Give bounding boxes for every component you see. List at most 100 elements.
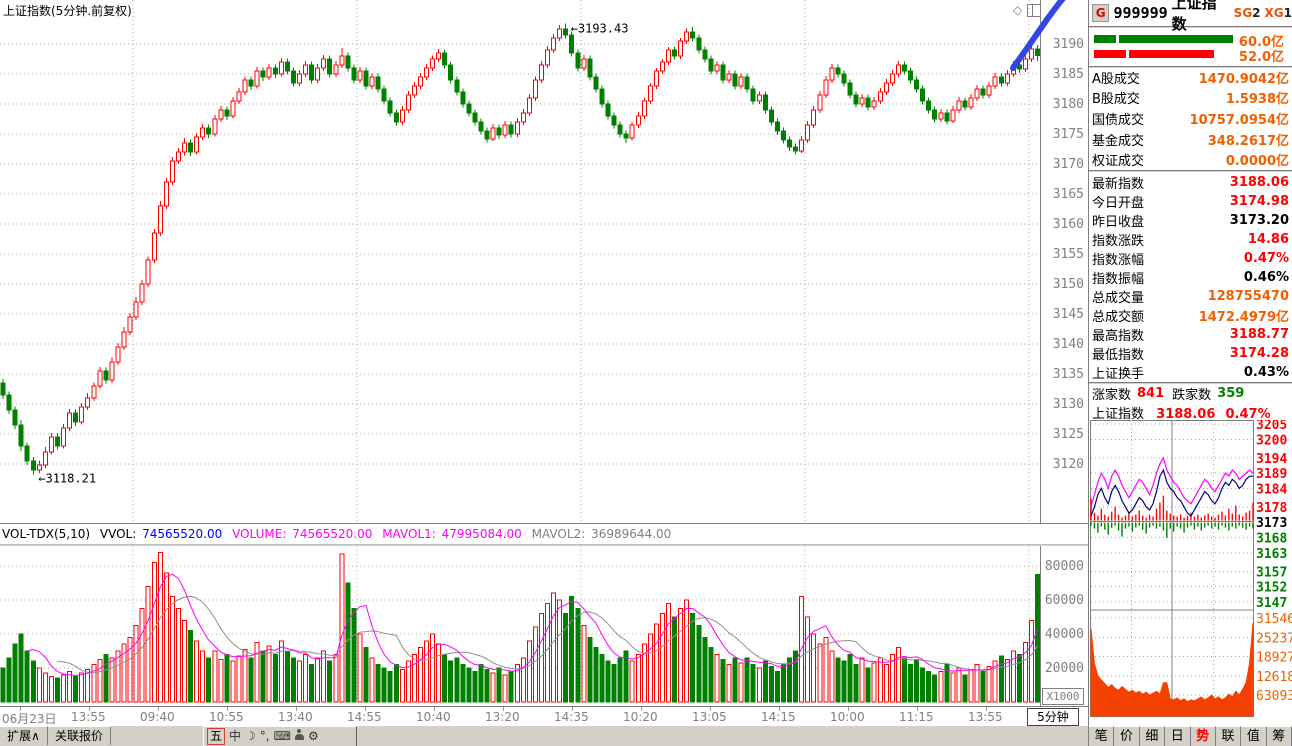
indicator-name[interactable]: VOL-TDX(5,10) — [2, 527, 91, 541]
volume-bar — [200, 650, 206, 703]
volume-bar — [442, 653, 448, 703]
candle — [545, 45, 550, 68]
volume-bar — [127, 636, 133, 703]
candle — [248, 76, 254, 91]
g-badge[interactable]: G — [1092, 4, 1110, 22]
volume-bar — [508, 670, 514, 703]
time-label: 09:40 — [140, 710, 175, 724]
stat-value: 3174.98 — [1229, 194, 1289, 209]
volume-bar — [1022, 642, 1028, 703]
stat-value: 1472.4979亿 — [1198, 310, 1289, 325]
candle — [793, 143, 799, 155]
volume-bar — [617, 657, 623, 703]
volume-bar — [992, 660, 998, 703]
stat-label: 上证换手 — [1092, 367, 1145, 382]
sidebar-tab-细[interactable]: 细 — [1139, 726, 1166, 746]
sidebar-tab-势[interactable]: 势 — [1190, 726, 1216, 746]
user-icon[interactable] — [294, 729, 304, 744]
sidebar-tab-值[interactable]: 值 — [1241, 726, 1267, 746]
linked-quote-tab[interactable]: 关联报价 — [48, 726, 111, 745]
candle — [175, 147, 181, 164]
candle — [327, 55, 333, 78]
volume-bar — [175, 608, 181, 703]
svg-text:315466: 315466 — [1256, 612, 1292, 627]
candle — [557, 24, 563, 41]
volume-bar — [260, 650, 266, 703]
ime-toolbar[interactable]: 五中 ☽ °, ⌨ ⚙ — [203, 726, 357, 746]
volume-bar — [266, 645, 272, 703]
vvol-value: 74565520.00 — [142, 527, 223, 541]
candle — [920, 85, 926, 105]
volume-bar — [672, 616, 678, 703]
sidebar-tab-日[interactable]: 日 — [1165, 726, 1191, 746]
candle — [684, 28, 690, 44]
stat-value: 3174.28 — [1229, 346, 1289, 361]
index-stat-rows: 最新指数 3188.06 今日开盘 3174.98 昨日收盘 3173.20 指数涨跌 14.… — [1089, 173, 1292, 382]
sidebar-tab-价[interactable]: 价 — [1114, 726, 1140, 746]
sidebar-tab-bar: 笔价细日势联值筹 — [1088, 726, 1292, 746]
stat-row: A股成交 1470.9042亿 — [1089, 67, 1292, 88]
candle — [387, 97, 393, 117]
candle — [587, 55, 593, 81]
stat-label: 国债成交 — [1092, 112, 1145, 128]
volume-value: 74565520.00 — [292, 527, 373, 541]
volume-bar — [399, 669, 405, 703]
candle — [968, 93, 974, 110]
stat-row: 基金成交 348.2617亿 — [1089, 129, 1292, 150]
moon-halfwidth-icon[interactable]: ☽ — [245, 729, 256, 743]
period-selector[interactable]: 5分钟 — [1027, 708, 1079, 726]
candlestick-chart[interactable]: 3190 3185 3180 3175 3170 3165 3160 3155 3150 3145… — [0, 0, 1088, 523]
xg-link[interactable]: XG1 — [1264, 6, 1292, 20]
svg-text:3160: 3160 — [1053, 217, 1084, 232]
svg-text:3194: 3194 — [1256, 452, 1287, 467]
stat-row: 权证成交 0.0000亿 — [1089, 149, 1292, 170]
sidebar-tab-筹[interactable]: 筹 — [1266, 726, 1292, 746]
volume-bar — [659, 613, 665, 703]
candle — [926, 97, 932, 114]
sidebar-tab-笔[interactable]: 笔 — [1089, 726, 1115, 746]
candle — [200, 123, 206, 140]
candle — [690, 27, 696, 42]
mavol1-label: MAVOL1: — [382, 527, 436, 541]
stat-row: 昨日收盘 3173.20 — [1089, 211, 1292, 230]
volume-bar — [163, 572, 169, 703]
volume-bar — [1004, 659, 1010, 703]
diamond-marker-icon[interactable]: ◇ — [1013, 3, 1023, 17]
settings-wrench-icon[interactable]: ⚙ — [307, 729, 319, 743]
axis-tick — [848, 707, 849, 711]
sidebar-tab-联[interactable]: 联 — [1215, 726, 1242, 746]
drawn-trendline[interactable] — [1010, 0, 1067, 71]
svg-text:3165: 3165 — [1053, 187, 1084, 202]
expand-tab[interactable]: 扩展∧ — [0, 726, 48, 745]
volume-chart[interactable]: 80000 60000 40000 20000 — [0, 546, 1088, 706]
mini-line-领先 — [1090, 456, 1254, 508]
wubi-input-icon[interactable]: 五 — [207, 728, 226, 745]
sg-link[interactable]: SG2 — [1233, 6, 1261, 20]
candle — [466, 100, 472, 117]
candle — [787, 136, 792, 151]
split-window-icon[interactable] — [1027, 3, 1042, 17]
candle — [309, 61, 315, 84]
quote-sidebar: G 999999 上证指数 SG2 XG1 60.0亿 52.0亿 A股成交 147… — [1088, 0, 1292, 726]
mini-chart-pct: 0.47% — [1225, 407, 1271, 422]
volume-pane[interactable]: 80000 60000 40000 20000 — [0, 546, 1088, 706]
candlestick-pane[interactable]: 3190 3185 3180 3175 3170 3165 3160 3155 3150 3145… — [0, 0, 1088, 524]
volume-bar — [303, 653, 308, 703]
candle — [303, 60, 308, 77]
volume-bar — [369, 657, 375, 703]
volume-bar — [133, 625, 139, 703]
candle — [430, 55, 436, 71]
candle — [829, 63, 835, 83]
chinese-mode-icon[interactable]: 中 — [229, 729, 242, 743]
stat-label: 最低指数 — [1092, 348, 1145, 363]
candle — [278, 57, 284, 77]
candle — [454, 76, 460, 96]
punctuation-icon[interactable]: °, — [259, 729, 270, 743]
candle — [490, 123, 496, 142]
volume-bar — [678, 608, 684, 703]
candle — [236, 87, 242, 104]
volume-bar — [272, 653, 278, 703]
time-label: 10:20 — [623, 710, 658, 724]
soft-keyboard-icon[interactable]: ⌨ — [273, 729, 291, 743]
